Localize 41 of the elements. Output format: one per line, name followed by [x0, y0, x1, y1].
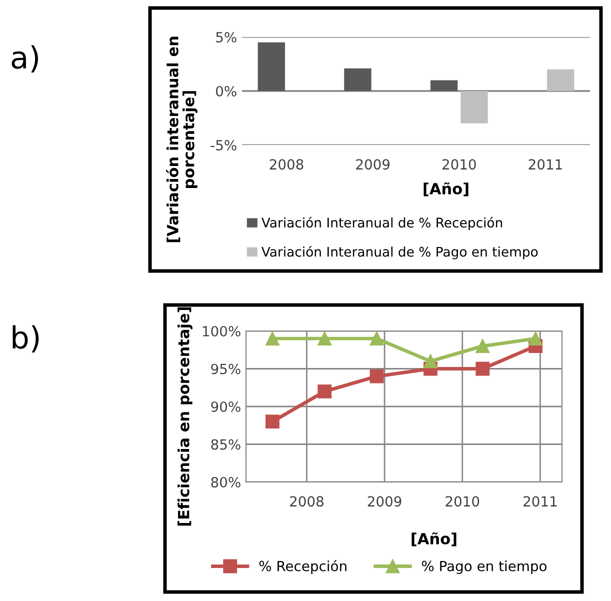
- point: [318, 332, 332, 346]
- bar: [258, 42, 286, 91]
- y-tick-label: 80%: [211, 476, 240, 488]
- y-tick-label: 95%: [211, 364, 240, 374]
- y-tick-label: 5%: [216, 32, 236, 42]
- point: [528, 332, 542, 346]
- point: [266, 414, 280, 429]
- point: [266, 332, 280, 346]
- legend-label: % Pago en tiempo: [422, 560, 546, 574]
- bar: [430, 80, 458, 91]
- legend-label: Variación Interanual de % Recepción: [261, 216, 502, 230]
- x-tick-label: 2010: [446, 496, 480, 507]
- point: [424, 354, 438, 368]
- x-tick-label: 2011: [524, 496, 557, 507]
- x-axis-title: [Año]: [412, 532, 456, 546]
- y-axis-title: [Variación interanual en porcentaje]: [166, 36, 198, 242]
- point: [370, 369, 384, 384]
- point: [476, 362, 490, 376]
- bar: [344, 68, 372, 91]
- x-tick-label: 2008: [290, 496, 324, 507]
- x-axis-title: [Año]: [424, 182, 468, 196]
- legend-label: Variación Interanual de % Pago en tiempo: [261, 246, 538, 260]
- y-tick-label: -5%: [210, 140, 236, 150]
- point: [318, 384, 332, 398]
- y-axis-title: [Eficiencia en porcentaje]: [178, 307, 192, 526]
- legend-label: % Recepción: [259, 560, 346, 574]
- point: [370, 332, 384, 346]
- x-tick-label: 2008: [270, 159, 304, 170]
- y-tick-label: 0%: [216, 86, 236, 96]
- x-tick-label: 2009: [356, 159, 390, 170]
- bar: [460, 91, 488, 124]
- text: b): [12, 325, 39, 352]
- bar: [546, 69, 574, 91]
- x-tick-label: 2009: [368, 496, 402, 507]
- x-tick-label: 2010: [442, 159, 476, 170]
- text: a): [12, 45, 38, 72]
- y-tick-label: 85%: [211, 439, 240, 450]
- y-tick-label: 90%: [211, 401, 240, 412]
- x-tick-label: 2011: [528, 159, 562, 170]
- point: [476, 339, 490, 354]
- y-tick-label: 100%: [202, 326, 240, 336]
